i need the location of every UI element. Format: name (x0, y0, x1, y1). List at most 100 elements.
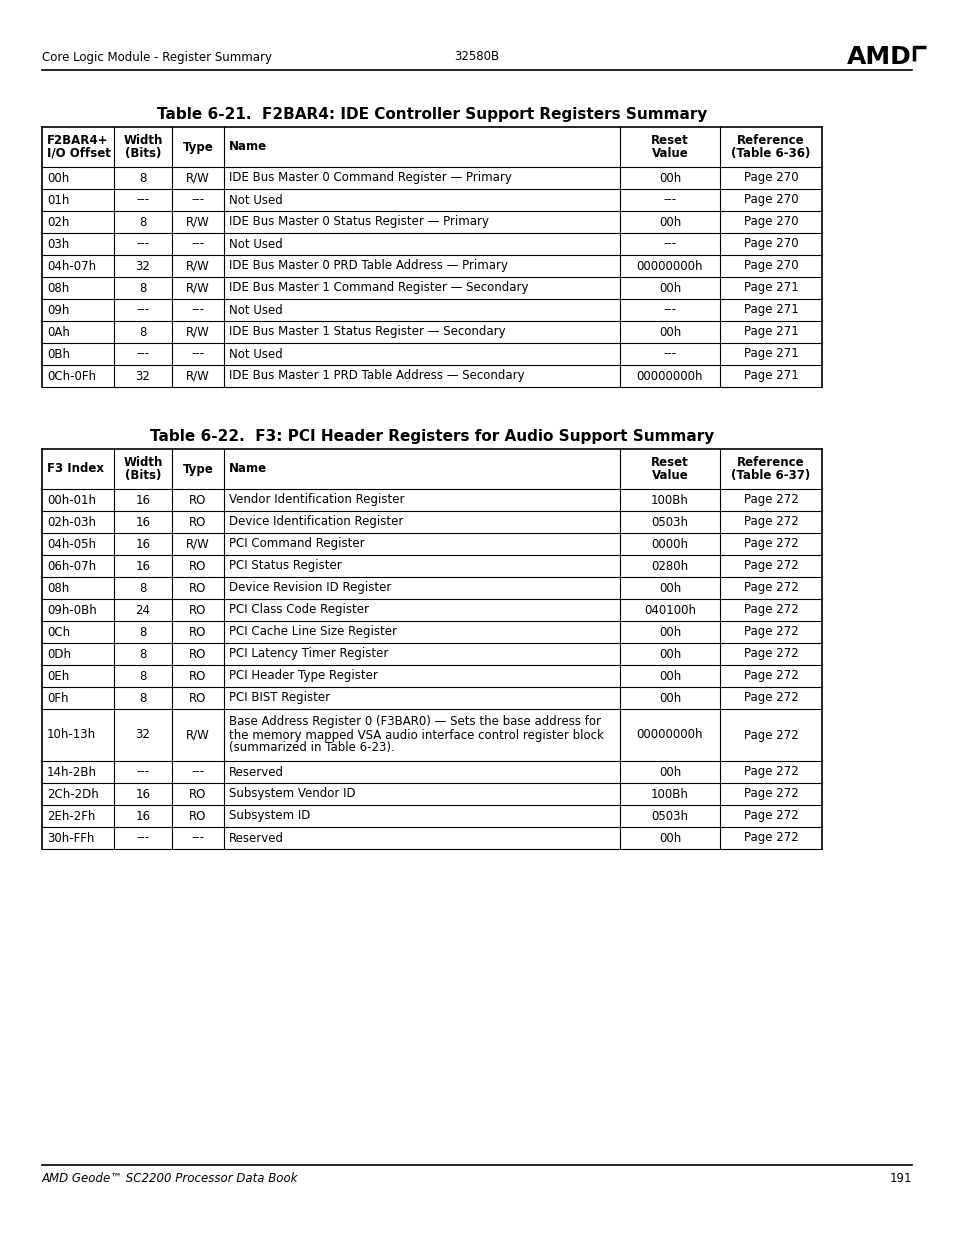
Text: 100Bh: 100Bh (650, 788, 688, 800)
Text: (summarized in Table 6-23).: (summarized in Table 6-23). (229, 741, 395, 755)
Text: (Bits): (Bits) (125, 469, 161, 482)
Text: 00000000h: 00000000h (636, 369, 702, 383)
Text: 24: 24 (135, 604, 151, 616)
Text: RO: RO (189, 692, 207, 704)
Text: RO: RO (189, 788, 207, 800)
Text: 00000000h: 00000000h (636, 259, 702, 273)
Text: 0Bh: 0Bh (47, 347, 70, 361)
Text: 01h: 01h (47, 194, 70, 206)
Text: Type: Type (182, 141, 213, 153)
Text: AMD: AMD (846, 44, 911, 69)
Text: 10h-13h: 10h-13h (47, 729, 96, 741)
Text: Page 272: Page 272 (742, 788, 798, 800)
Text: ---: --- (662, 237, 676, 251)
Text: 16: 16 (135, 809, 151, 823)
Text: IDE Bus Master 1 PRD Table Address — Secondary: IDE Bus Master 1 PRD Table Address — Sec… (229, 369, 524, 383)
Text: 0Ch-0Fh: 0Ch-0Fh (47, 369, 96, 383)
Text: 00h: 00h (659, 831, 680, 845)
Text: Page 271: Page 271 (742, 347, 798, 361)
Text: Not Used: Not Used (229, 347, 282, 361)
Text: RO: RO (189, 515, 207, 529)
Text: ---: --- (662, 347, 676, 361)
Text: RO: RO (189, 669, 207, 683)
Text: (Table 6-36): (Table 6-36) (731, 147, 810, 161)
Text: RO: RO (189, 559, 207, 573)
Text: 02h: 02h (47, 215, 70, 228)
Text: 0503h: 0503h (651, 809, 688, 823)
Text: 2Eh-2Fh: 2Eh-2Fh (47, 809, 95, 823)
Text: R/W: R/W (186, 369, 210, 383)
Text: the memory mapped VSA audio interface control register block: the memory mapped VSA audio interface co… (229, 729, 603, 741)
Text: Page 271: Page 271 (742, 304, 798, 316)
Text: Table 6-22.  F3: PCI Header Registers for Audio Support Summary: Table 6-22. F3: PCI Header Registers for… (150, 430, 714, 445)
Text: 0Ah: 0Ah (47, 326, 70, 338)
Text: ---: --- (192, 194, 204, 206)
Text: 16: 16 (135, 788, 151, 800)
Text: (Bits): (Bits) (125, 147, 161, 161)
Text: Vendor Identification Register: Vendor Identification Register (229, 494, 404, 506)
Text: 32: 32 (135, 369, 151, 383)
Text: 0503h: 0503h (651, 515, 688, 529)
Text: 100Bh: 100Bh (650, 494, 688, 506)
Text: 00h: 00h (659, 647, 680, 661)
Text: Name: Name (229, 462, 267, 475)
Text: 8: 8 (139, 625, 147, 638)
Text: Reference: Reference (737, 456, 804, 469)
Text: 0Eh: 0Eh (47, 669, 70, 683)
Text: F3 Index: F3 Index (47, 462, 104, 475)
Text: ---: --- (192, 347, 204, 361)
Text: 8: 8 (139, 669, 147, 683)
Text: 00h: 00h (659, 625, 680, 638)
Text: Page 272: Page 272 (742, 494, 798, 506)
Text: Page 270: Page 270 (743, 172, 798, 184)
Text: 04h-07h: 04h-07h (47, 259, 96, 273)
Text: F2BAR4+: F2BAR4+ (47, 135, 109, 147)
Text: Reference: Reference (737, 135, 804, 147)
Text: Not Used: Not Used (229, 194, 282, 206)
Text: Table 6-21.  F2BAR4: IDE Controller Support Registers Summary: Table 6-21. F2BAR4: IDE Controller Suppo… (156, 107, 706, 122)
Text: ---: --- (192, 831, 204, 845)
Text: ---: --- (136, 237, 150, 251)
Text: 16: 16 (135, 559, 151, 573)
Text: PCI Latency Timer Register: PCI Latency Timer Register (229, 647, 388, 661)
Text: 8: 8 (139, 647, 147, 661)
Text: 04h-05h: 04h-05h (47, 537, 96, 551)
Text: 040100h: 040100h (643, 604, 696, 616)
Text: ---: --- (662, 194, 676, 206)
Text: 30h-FFh: 30h-FFh (47, 831, 94, 845)
Text: 0Ch: 0Ch (47, 625, 71, 638)
Text: 00h: 00h (47, 172, 70, 184)
Text: 16: 16 (135, 537, 151, 551)
Text: Page 270: Page 270 (743, 237, 798, 251)
Text: Page 272: Page 272 (742, 692, 798, 704)
Text: 0Dh: 0Dh (47, 647, 71, 661)
Text: 0Fh: 0Fh (47, 692, 69, 704)
Text: PCI Class Code Register: PCI Class Code Register (229, 604, 369, 616)
Text: 08h: 08h (47, 582, 70, 594)
Text: 8: 8 (139, 692, 147, 704)
Text: PCI Status Register: PCI Status Register (229, 559, 341, 573)
Text: 00h: 00h (659, 215, 680, 228)
Text: 09h-0Bh: 09h-0Bh (47, 604, 96, 616)
Text: 8: 8 (139, 582, 147, 594)
Text: 16: 16 (135, 515, 151, 529)
Text: Reset: Reset (651, 135, 688, 147)
Text: Page 270: Page 270 (743, 194, 798, 206)
Text: ---: --- (192, 766, 204, 778)
Text: Page 271: Page 271 (742, 326, 798, 338)
Text: 32: 32 (135, 729, 151, 741)
Text: Page 272: Page 272 (742, 766, 798, 778)
Text: Name: Name (229, 141, 267, 153)
Text: PCI Cache Line Size Register: PCI Cache Line Size Register (229, 625, 396, 638)
Text: 8: 8 (139, 282, 147, 294)
Text: Page 272: Page 272 (742, 537, 798, 551)
Text: 14h-2Bh: 14h-2Bh (47, 766, 97, 778)
Text: 00h: 00h (659, 669, 680, 683)
Text: Page 270: Page 270 (743, 259, 798, 273)
Text: Subsystem ID: Subsystem ID (229, 809, 310, 823)
Text: 16: 16 (135, 494, 151, 506)
Text: 0000h: 0000h (651, 537, 688, 551)
Text: IDE Bus Master 0 Status Register — Primary: IDE Bus Master 0 Status Register — Prima… (229, 215, 489, 228)
Text: Page 272: Page 272 (742, 625, 798, 638)
Text: Page 272: Page 272 (742, 604, 798, 616)
